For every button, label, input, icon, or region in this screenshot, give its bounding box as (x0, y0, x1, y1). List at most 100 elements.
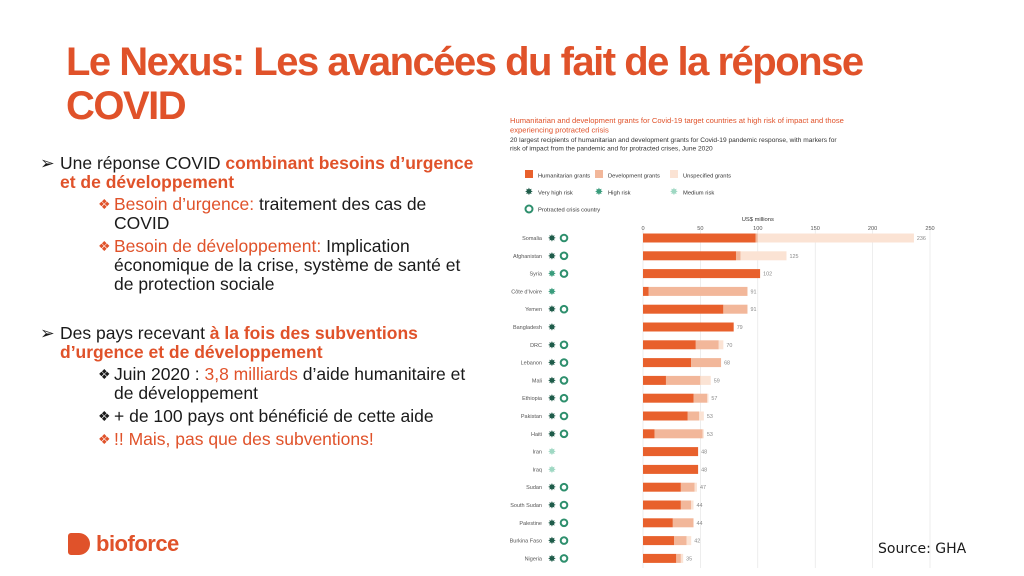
risk-marker-icon: ✸ (548, 287, 556, 298)
risk-marker-icon: ✸ (548, 269, 556, 280)
bar-development (723, 304, 748, 314)
bar-unspecified (680, 553, 684, 563)
bar-humanitarian (643, 233, 756, 243)
category-label: Haiti (531, 432, 542, 438)
grants-chart: Humanitarian and development grants for … (510, 116, 935, 568)
category-label: South Sudan (510, 503, 542, 509)
x-tick-label: 250 (925, 226, 934, 232)
diamond-bullet-icon: ❖ (98, 431, 111, 447)
bar-humanitarian (643, 500, 681, 510)
risk-marker-icon: ✸ (548, 251, 556, 262)
protracted-marker-icon (559, 411, 569, 421)
risk-marker-icon: ✸ (548, 429, 556, 440)
bioforce-logo-icon (68, 533, 90, 555)
bar-humanitarian (643, 482, 681, 492)
bar-humanitarian (643, 464, 699, 474)
bar-unspecified (694, 482, 697, 492)
risk-marker-icon: ✸ (548, 483, 556, 494)
bar-humanitarian (643, 340, 696, 350)
bar-development (691, 358, 722, 368)
subbullet-label: Besoin de développement: (114, 236, 322, 256)
bar-humanitarian (643, 304, 724, 314)
legend-swatch-development (595, 170, 603, 178)
data-label: 102 (763, 272, 772, 278)
bar-development (672, 518, 694, 528)
x-tick-label: 0 (641, 226, 644, 232)
chart-subtitle: 20 largest recipients of humanitarian an… (510, 137, 837, 144)
category-label: DRC (530, 343, 542, 349)
subbullet-text: Implication économique de la crise, syst… (114, 236, 461, 294)
subbullet-text: traitement des cas de COVID (114, 194, 427, 233)
risk-marker-icon: ✸ (548, 340, 556, 351)
bar-humanitarian (643, 322, 734, 332)
data-label: 44 (697, 521, 703, 527)
data-label: 42 (694, 539, 700, 545)
bioforce-logo: bioforce (68, 531, 179, 557)
category-label: Iran (533, 450, 542, 456)
category-label: Iraq (533, 467, 542, 473)
bar-humanitarian (643, 553, 677, 563)
bar-unspecified (707, 393, 709, 403)
bar-development (755, 233, 758, 243)
chart-subtitle: risk of impact from the pandemic and for… (510, 146, 713, 153)
protracted-marker-icon (559, 304, 569, 314)
data-label: 91 (750, 307, 756, 313)
risk-marker-icon: ✸ (548, 376, 556, 387)
risk-marker-icon: ✸ (548, 465, 556, 476)
bullet-covid-response: ➢ Une réponse COVID combinant besoins d’… (40, 154, 480, 192)
protracted-marker-icon (559, 376, 569, 385)
risk-marker-icon: ✸ (548, 358, 556, 369)
data-label: 53 (707, 414, 713, 420)
category-label: Syria (529, 272, 542, 278)
subbullet-text: + de 100 pays ont bénéficié de cette aid… (114, 406, 434, 426)
category-label: Lebanon (521, 361, 542, 367)
bar-development (680, 500, 692, 510)
logo-text: bioforce (96, 531, 179, 556)
bar-humanitarian (643, 269, 761, 279)
bar-humanitarian (643, 286, 649, 296)
category-label: Pakistan (521, 414, 542, 420)
bar-humanitarian (643, 536, 674, 546)
high-risk-icon: ✸ (595, 187, 603, 198)
arrow-bullet-icon: ➢ (40, 323, 55, 343)
bar-unspecified (699, 411, 704, 421)
bar-humanitarian (643, 447, 699, 457)
subbullet-june-2020: ❖ Juin 2020 : 3,8 milliards d’aide human… (40, 365, 480, 403)
data-label: 48 (701, 467, 707, 473)
x-tick-label: 50 (697, 226, 703, 232)
data-label: 35 (686, 556, 692, 562)
diamond-bullet-icon: ❖ (98, 196, 111, 212)
category-label: Bangladesh (513, 325, 542, 331)
x-tick-label: 200 (868, 226, 877, 232)
protracted-marker-icon (559, 500, 569, 510)
diamond-bullet-icon: ❖ (98, 408, 111, 424)
category-label: Somalia (522, 236, 543, 242)
very-high-risk-icon: ✸ (525, 187, 533, 198)
bar-humanitarian (643, 429, 655, 439)
bar-humanitarian (643, 393, 694, 403)
bar-development (676, 553, 681, 563)
risk-marker-icon: ✸ (548, 412, 556, 423)
bar-development (687, 411, 700, 421)
subbullet-text: !! Mais, pas que des subventions! (114, 429, 374, 449)
bar-humanitarian (643, 411, 688, 421)
protracted-marker-icon (559, 482, 569, 492)
bar-development (665, 375, 701, 385)
risk-marker-icon: ✸ (548, 518, 556, 529)
bullet-text: Une réponse COVID (60, 153, 226, 173)
bar-humanitarian (643, 358, 692, 368)
data-label: 47 (700, 485, 706, 491)
risk-marker-icon: ✸ (548, 323, 556, 334)
protracted-crisis-icon (524, 204, 534, 214)
category-label: Nigeria (525, 556, 543, 562)
subbullet-warning: ❖ !! Mais, pas que des subventions! (40, 430, 480, 449)
risk-marker-icon: ✸ (548, 501, 556, 512)
legend-label: Medium risk (683, 191, 714, 197)
bar-humanitarian (643, 518, 673, 528)
category-label: Mali (532, 378, 542, 384)
data-label: 68 (724, 361, 730, 367)
diamond-bullet-icon: ❖ (98, 238, 111, 254)
legend-label: Protracted crisis country (538, 208, 600, 214)
subbullet-amount: 3,8 milliards (204, 364, 298, 384)
risk-marker-icon: ✸ (548, 554, 556, 565)
